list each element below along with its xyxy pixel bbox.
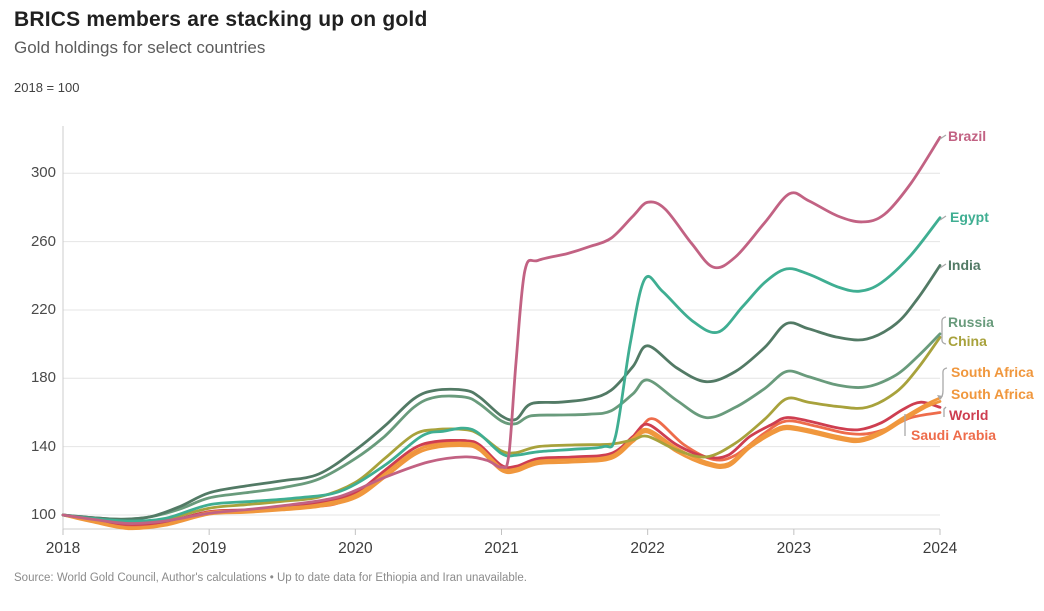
series-line-brazil [61, 136, 942, 525]
series-line-india [61, 264, 942, 521]
leader-tick-world [943, 406, 947, 417]
leader-dash-india [939, 263, 947, 269]
series-line-russia [61, 332, 942, 521]
y-tick-label-220: 220 [30, 300, 56, 318]
leader-bracket-russia-china [941, 316, 947, 345]
leader-dash-egypt [939, 215, 947, 221]
leader-dash-brazil [939, 134, 947, 140]
x-tick-label-2018: 2018 [45, 540, 81, 557]
leader-arrowhead-south-africa [937, 395, 943, 400]
source-note: Source: World Gold Council, Author's cal… [14, 572, 527, 584]
x-tick-label-2019: 2019 [191, 540, 227, 557]
chart-subtitle: Gold holdings for select countries [14, 38, 266, 57]
x-tick-label-2020: 2020 [338, 540, 373, 557]
x-tick-label-2023: 2023 [776, 540, 812, 557]
leader-bracket-south-africa [939, 367, 948, 400]
series-label-brazil: Brazil [948, 128, 987, 144]
index-note: 2018 = 100 [14, 80, 80, 95]
series-line-china [61, 335, 942, 524]
y-tick-label-100: 100 [30, 506, 56, 523]
series-label-russia: Russia [948, 314, 994, 330]
series-line-egypt [61, 216, 942, 523]
series-label-south-africa-1: South Africa [951, 364, 1034, 380]
y-tick-label-260: 260 [30, 232, 56, 250]
series-label-saudi-arabia: Saudi Arabia [911, 427, 997, 443]
series-label-world: World [949, 407, 989, 423]
series-label-south-africa-2: South Africa [951, 386, 1034, 402]
x-tick-label-2024: 2024 [922, 540, 958, 557]
x-tick-label-2021: 2021 [484, 540, 519, 557]
series-line-south-africa-2 [61, 400, 942, 531]
series-line-south-africa-1 [61, 396, 942, 530]
chart-title: BRICS members are stacking up on gold [14, 8, 428, 31]
series-label-india: India [948, 257, 981, 273]
x-tick-label-2022: 2022 [630, 540, 665, 557]
series-label-china: China [948, 333, 987, 349]
y-tick-label-140: 140 [30, 437, 56, 455]
y-tick-label-300: 300 [30, 164, 56, 182]
series-label-egypt: Egypt [950, 209, 989, 225]
y-tick-label-180: 180 [30, 369, 56, 387]
